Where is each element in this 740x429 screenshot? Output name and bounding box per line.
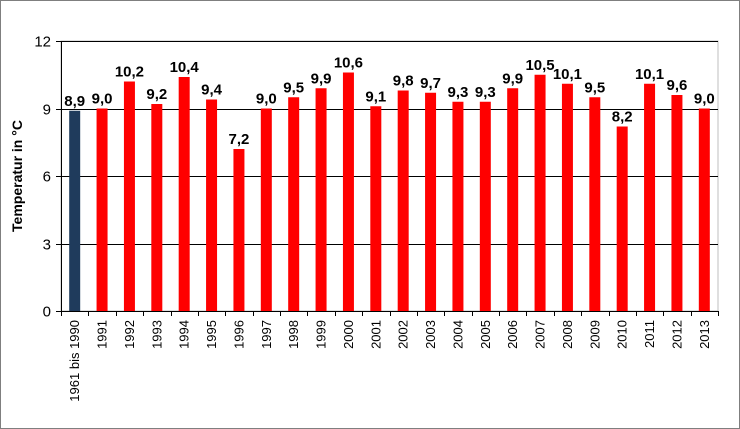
category-label: 1992: [122, 320, 137, 349]
data-label: 9,5: [283, 79, 304, 96]
category-label: 2008: [560, 320, 575, 349]
bar: [96, 108, 108, 311]
data-label: 9,5: [584, 79, 605, 96]
data-label: 9,9: [502, 70, 523, 87]
data-label: 7,2: [229, 131, 250, 148]
bar: [561, 83, 573, 311]
bar: [534, 74, 546, 311]
y-tick-label: 6: [43, 169, 51, 186]
data-label: 9,7: [420, 75, 441, 92]
category-label: 1998: [286, 320, 301, 349]
y-tick-label: 12: [34, 34, 51, 51]
bar: [233, 149, 245, 311]
bar: [644, 83, 656, 311]
category-label: 2009: [587, 320, 602, 349]
y-axis-title: Temperatur in °C: [9, 120, 25, 232]
data-label: 10,1: [635, 66, 664, 83]
data-label: 10,5: [525, 57, 554, 74]
data-label: 9,8: [393, 73, 414, 90]
bar: [206, 99, 218, 311]
data-label: 8,9: [64, 93, 85, 110]
category-label: 2011: [642, 320, 657, 348]
data-label: 9,1: [365, 88, 386, 105]
category-label: 2007: [533, 320, 548, 349]
bar: [342, 72, 354, 311]
category-label: 1993: [149, 320, 164, 349]
category-label: 1996: [231, 320, 246, 349]
bar: [123, 81, 135, 311]
bar: [260, 108, 272, 311]
bar: [452, 101, 464, 311]
data-label: 9,9: [311, 70, 332, 87]
bar: [589, 97, 601, 311]
bar: [151, 104, 163, 311]
bar: [507, 88, 519, 311]
y-tick-label: 9: [43, 102, 51, 119]
bar: [425, 92, 437, 311]
data-label: 10,4: [170, 59, 200, 76]
category-label: 2002: [396, 320, 411, 349]
category-label: 2001: [368, 320, 383, 349]
data-label: 9,0: [256, 91, 277, 108]
data-label: 9,0: [694, 91, 715, 108]
category-label: 2004: [450, 320, 465, 349]
data-label: 9,4: [201, 82, 223, 99]
data-label: 9,2: [146, 86, 167, 103]
data-label: 10,1: [553, 66, 582, 83]
bar: [698, 108, 710, 311]
category-label: 1999: [314, 320, 329, 349]
category-label: 2012: [669, 320, 684, 349]
category-label: 2013: [697, 320, 712, 349]
bars: [69, 72, 710, 311]
grid-lines: [56, 40, 719, 316]
category-label: 2005: [478, 320, 493, 349]
bar: [178, 77, 190, 311]
data-label: 9,3: [448, 84, 469, 101]
y-tick-label: 0: [43, 304, 51, 321]
category-label: 1994: [177, 320, 192, 349]
category-label: 2006: [505, 320, 520, 349]
category-label: 2003: [423, 320, 438, 349]
bar: [288, 97, 300, 311]
y-tick-label: 3: [43, 237, 51, 254]
data-label: 9,3: [475, 84, 496, 101]
bar: [616, 126, 628, 311]
bar: [370, 106, 382, 311]
bar: [479, 101, 491, 311]
category-label: 1991: [95, 320, 110, 349]
category-label: 2000: [341, 320, 356, 349]
data-labels: 8,9 9,010,29,210,49,47,29,09,59,910,69,19…: [64, 55, 714, 149]
category-label: 1961 bis 1990: [67, 320, 82, 402]
bar: [397, 90, 409, 311]
category-label: 1995: [204, 320, 219, 349]
data-label: 9,0: [92, 91, 113, 108]
y-tick-labels: 0 3 6 9 12: [34, 34, 51, 321]
bar: [671, 95, 683, 311]
bar: [315, 88, 327, 311]
data-label: 10,2: [115, 64, 144, 81]
data-label: 9,6: [667, 77, 688, 94]
data-label: 10,6: [334, 55, 363, 72]
bar: [69, 110, 81, 311]
category-label: 2010: [615, 320, 630, 349]
category-labels: 1961 bis 1990 1991 1992 1993 1994 1995 1996 199…: [67, 320, 712, 402]
data-label: 8,2: [612, 109, 633, 126]
category-label: 1997: [259, 320, 274, 349]
